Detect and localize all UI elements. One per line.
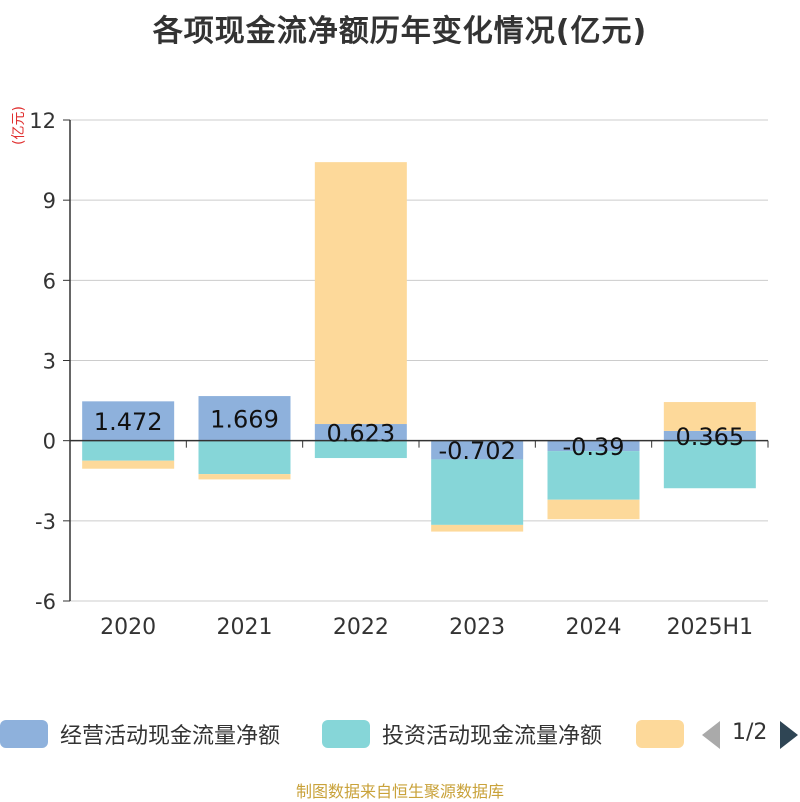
data-label-operating: -0.702 — [438, 437, 515, 465]
bar-financing-2022 — [314, 162, 407, 425]
bar-operating-2024 — [547, 440, 640, 452]
chart-title: 各项现金流净额历年变化情况(亿元) — [152, 14, 648, 49]
data-label-operating: 0.623 — [326, 419, 395, 447]
legend-item-financing[interactable] — [636, 718, 696, 750]
legend-swatch-operating — [0, 720, 48, 748]
bar-operating-2025H1 — [663, 430, 756, 441]
x-tick-label: 2023 — [449, 615, 505, 640]
bar-investing-2024 — [547, 451, 640, 500]
bar-investing-2023 — [431, 459, 524, 525]
data-label-operating: 1.472 — [94, 408, 163, 436]
bar-investing-2020 — [82, 440, 175, 461]
bar-operating-2021 — [198, 396, 291, 441]
y-tick-label: 3 — [43, 350, 56, 374]
data-label-operating: 1.669 — [210, 405, 279, 433]
bar-operating-2020 — [82, 401, 175, 441]
bar-investing-2022 — [314, 440, 407, 459]
legend-item-operating[interactable]: 经营活动现金流量净额 — [0, 718, 280, 750]
x-tick-label: 2022 — [333, 615, 389, 640]
legend-next-page-icon[interactable] — [780, 721, 798, 749]
x-tick-label: 2025H1 — [667, 615, 754, 640]
legend-swatch-investing — [322, 720, 370, 748]
legend-page-indicator: 1/2 — [732, 720, 768, 745]
data-label-operating: 0.365 — [675, 423, 744, 451]
y-tick-label: 6 — [43, 269, 56, 293]
y-tick-label: -6 — [35, 590, 56, 614]
legend-label-investing: 投资活动现金流量净额 — [382, 724, 603, 749]
data-label-operating: -0.39 — [562, 433, 624, 461]
y-tick-label: 9 — [43, 189, 56, 213]
bar-investing-2025H1 — [663, 440, 756, 489]
legend-swatch-financing — [636, 720, 684, 748]
bar-operating-2023 — [431, 440, 524, 460]
legend-prev-page-icon[interactable] — [702, 721, 720, 749]
x-tick-label: 2024 — [566, 615, 622, 640]
bar-investing-2021 — [198, 440, 291, 475]
cashflow-bar-chart: 12 9 6 3 0 -3 -6 2020 2021 2022 2023 2024 2025H1 1.47… — [29, 109, 769, 640]
bar-operating-2022 — [314, 424, 407, 441]
data-source-note: 制图数据来自恒生聚源数据库 — [295, 782, 504, 801]
legend-label-operating: 经营活动现金流量净额 — [60, 724, 281, 749]
bar-financing-2023 — [431, 524, 524, 532]
y-tick-label: -3 — [35, 510, 56, 534]
bar-financing-2021 — [198, 474, 291, 480]
bar-financing-2024 — [547, 499, 640, 520]
y-tick-label: 12 — [29, 109, 56, 133]
x-tick-label: 2021 — [217, 615, 273, 640]
bar-financing-2020 — [82, 460, 175, 469]
bar-financing-2025H1 — [663, 402, 756, 431]
x-tick-label: 2020 — [100, 615, 156, 640]
y-tick-label: 0 — [43, 430, 56, 454]
legend-item-investing[interactable]: 投资活动现金流量净额 — [322, 718, 602, 750]
